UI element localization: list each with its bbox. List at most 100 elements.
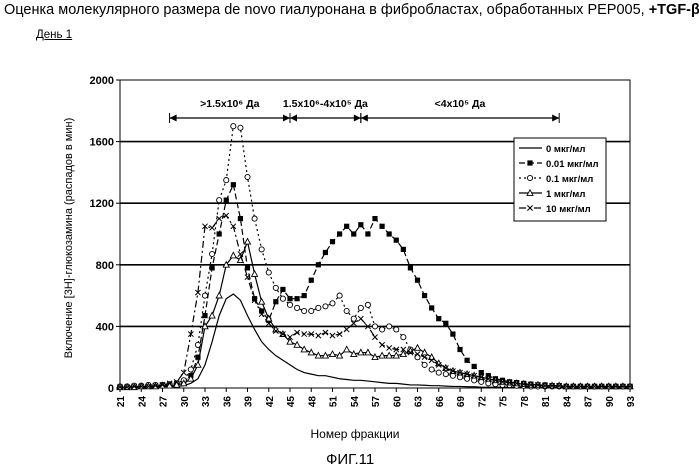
data-point xyxy=(394,238,399,243)
data-point xyxy=(252,271,258,277)
data-point xyxy=(379,327,384,332)
data-point xyxy=(323,304,328,309)
legend: 0 мкг/мл0.01 мкг/мл0.1 мкг/мл1 мкг/мл10 … xyxy=(514,138,606,221)
data-point xyxy=(337,293,342,298)
annotation-label: >1.5x10⁶ Да xyxy=(200,98,259,110)
data-point xyxy=(365,231,370,236)
data-point xyxy=(527,160,532,165)
x-tick-label: 51 xyxy=(329,396,340,408)
data-point xyxy=(443,321,448,326)
data-point xyxy=(216,292,222,298)
x-tick-label: 75 xyxy=(499,396,510,408)
x-tick-label: 45 xyxy=(286,396,297,408)
data-point xyxy=(273,285,278,290)
data-point xyxy=(209,312,215,318)
data-point xyxy=(337,231,342,236)
x-tick-label: 90 xyxy=(605,396,616,408)
data-point xyxy=(224,213,229,218)
data-point xyxy=(323,330,328,335)
data-point xyxy=(252,216,257,221)
data-point xyxy=(217,198,222,203)
x-tick-label: 33 xyxy=(201,396,212,408)
data-point xyxy=(217,231,222,236)
data-point xyxy=(330,301,335,306)
data-point xyxy=(372,216,377,221)
data-point xyxy=(443,372,448,377)
data-point xyxy=(351,316,356,321)
x-tick-label: 54 xyxy=(350,396,361,408)
x-tick-label: 42 xyxy=(265,396,276,408)
data-point xyxy=(316,262,321,267)
legend-label: 10 мкг/мл xyxy=(546,204,591,215)
x-tick-label: 63 xyxy=(414,396,425,408)
data-point xyxy=(323,250,328,255)
data-point xyxy=(287,296,292,301)
data-point xyxy=(231,182,236,187)
data-point xyxy=(316,305,321,310)
x-tick-label: 69 xyxy=(456,396,467,408)
data-point xyxy=(245,239,251,245)
data-point xyxy=(230,252,236,258)
legend-label: 0.1 мкг/мл xyxy=(546,174,593,185)
arrowhead xyxy=(170,115,177,122)
y-tick-label: 0 xyxy=(108,383,114,395)
x-tick-label: 81 xyxy=(541,396,552,408)
x-tick-label: 48 xyxy=(307,396,318,408)
data-point xyxy=(294,296,299,301)
data-point xyxy=(302,308,307,313)
data-point xyxy=(273,299,278,304)
data-point xyxy=(287,302,292,307)
series-line xyxy=(120,216,630,388)
data-point xyxy=(401,247,406,252)
data-point xyxy=(527,175,532,180)
annotation-label: <4x10⁵ Да xyxy=(435,98,486,110)
data-point xyxy=(358,305,363,310)
data-point xyxy=(195,342,200,347)
data-point xyxy=(372,335,377,340)
data-point xyxy=(280,296,285,301)
x-tick-label: 78 xyxy=(520,396,531,408)
legend-label: 1 мкг/мл xyxy=(546,189,585,200)
x-tick-label: 27 xyxy=(159,396,170,408)
y-axis-label: Включение [3H]-глюкозамина (распадов в м… xyxy=(63,118,75,359)
data-point xyxy=(429,367,434,372)
y-tick-label: 1600 xyxy=(90,137,114,149)
data-point xyxy=(436,316,441,321)
data-point xyxy=(344,346,350,352)
data-point xyxy=(387,231,392,236)
arrowhead xyxy=(354,115,361,122)
arrowhead xyxy=(552,115,559,122)
data-point xyxy=(330,239,335,244)
arrowhead xyxy=(283,115,290,122)
y-tick-label: 400 xyxy=(96,321,114,333)
data-point xyxy=(202,313,207,318)
data-point xyxy=(379,224,384,229)
data-point xyxy=(301,346,307,352)
legend-label: 0.01 мкг/мл xyxy=(546,159,599,170)
x-tick-label: 60 xyxy=(392,396,403,408)
y-tick-label: 1200 xyxy=(90,198,114,210)
data-point xyxy=(351,231,356,236)
data-point xyxy=(330,333,335,338)
data-point xyxy=(358,222,363,227)
data-point xyxy=(401,335,406,340)
x-tick-label: 21 xyxy=(116,396,127,408)
x-tick-label: 39 xyxy=(244,396,255,408)
data-point xyxy=(280,287,285,292)
data-point xyxy=(302,293,307,298)
data-point xyxy=(330,351,336,357)
data-point xyxy=(217,216,222,221)
data-point xyxy=(245,174,250,179)
x-tick-label: 66 xyxy=(435,396,446,408)
data-point xyxy=(344,224,349,229)
data-point xyxy=(195,362,201,368)
x-tick-label: 93 xyxy=(626,396,637,408)
x-tick-label: 57 xyxy=(371,396,382,408)
data-point xyxy=(457,347,462,352)
data-point xyxy=(379,342,384,347)
data-point xyxy=(415,345,421,351)
data-point xyxy=(309,308,314,313)
data-point xyxy=(415,278,420,283)
data-point xyxy=(394,327,399,332)
